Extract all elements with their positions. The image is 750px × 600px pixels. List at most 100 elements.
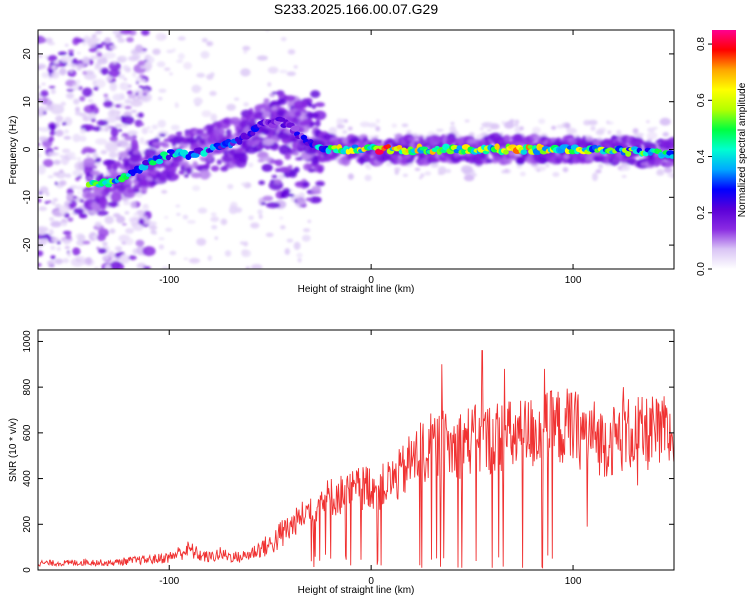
heatmap-cell (177, 36, 186, 41)
heatmap-cell (38, 98, 41, 102)
heatmap-cell (303, 228, 311, 233)
heatmap-cell (141, 30, 150, 36)
heatmap-cell (42, 159, 54, 168)
heatmap-cell (437, 166, 447, 175)
heatmap-cell (480, 153, 487, 160)
heatmap-cell (420, 173, 425, 178)
heatmap-cell (122, 124, 128, 128)
heatmap-cell (280, 191, 289, 199)
heatmap-cell (85, 257, 93, 265)
heatmap-cell (303, 163, 313, 171)
heatmap-cell (311, 185, 322, 193)
heatmap-cell (96, 52, 103, 57)
heatmap-cell (39, 37, 47, 44)
heatmap-cell (71, 58, 78, 65)
heatmap-cell (126, 37, 134, 43)
heatmap-cell (124, 211, 130, 215)
y-tick-label: -10 (22, 190, 33, 205)
heatmap-cell (42, 141, 52, 148)
heatmap-cell (375, 126, 381, 132)
heatmap-cell (104, 264, 112, 269)
heatmap-cell (129, 154, 142, 163)
heatmap-cell (76, 256, 85, 260)
heatmap-cell (64, 201, 70, 207)
heatmap-cell (64, 43, 69, 47)
heatmap-cell (283, 172, 292, 178)
colorbar-tick-label: 0.8 (696, 37, 707, 51)
heatmap-cell (293, 241, 301, 250)
heatmap-cell (53, 159, 61, 165)
heatmap-cell (41, 97, 48, 105)
heatmap-cell (68, 52, 74, 57)
heatmap-cell (562, 167, 569, 173)
heatmap-cell (504, 168, 509, 173)
heatmap-cell (114, 104, 122, 108)
heatmap-cell (95, 138, 108, 145)
heatmap-cell (107, 201, 119, 208)
heatmap-cell (82, 87, 93, 97)
heatmap-cell (316, 164, 324, 174)
heatmap-cell (638, 139, 645, 145)
heatmap-cell (375, 118, 380, 124)
heatmap-cell (97, 248, 107, 254)
heatmap-cell (616, 129, 622, 137)
heatmap-cell (183, 61, 193, 70)
heatmap-cell (157, 119, 166, 128)
heatmap-cell (233, 97, 240, 101)
heatmap-cell (190, 172, 202, 179)
heatmap-cell (87, 99, 94, 102)
heatmap-cell (293, 100, 307, 109)
heatmap-cell (284, 248, 290, 255)
heatmap-cell (196, 72, 206, 78)
heatmap-cell (59, 169, 64, 174)
heatmap-cell (187, 220, 196, 224)
heatmap-cell (192, 185, 201, 192)
heatmap-cell (175, 204, 181, 208)
colorbar-gradient (712, 30, 736, 269)
y-tick-label: -20 (22, 237, 33, 252)
heatmap-cell (305, 197, 313, 202)
heatmap-cell (186, 136, 196, 144)
heatmap-cell (328, 127, 337, 134)
heatmap-cell (76, 51, 82, 55)
heatmap-cell (93, 165, 98, 169)
heatmap-cell (302, 181, 310, 188)
heatmap-cell (214, 236, 218, 240)
heatmap-cell (216, 159, 222, 165)
heatmap-cell (68, 87, 72, 90)
heatmap-cell (107, 109, 120, 119)
heatmap-cell (538, 118, 546, 124)
heatmap-cell (85, 124, 95, 131)
heatmap-cell (76, 38, 85, 43)
heatmap-cell (621, 167, 625, 171)
heatmap-cell (296, 252, 303, 258)
snr-line-layer (38, 350, 674, 569)
heatmap-cell (527, 144, 534, 149)
heatmap-cell (190, 152, 200, 158)
heatmap-cell (315, 180, 325, 187)
heatmap-cell (600, 127, 606, 131)
heatmap-cell (115, 116, 122, 121)
heatmap-cell (62, 258, 69, 264)
heatmap-cell (148, 221, 158, 226)
heatmap-cell (100, 67, 109, 76)
heatmap-cell (669, 154, 674, 159)
heatmap-cell (305, 112, 320, 119)
heatmap-cell (256, 55, 268, 61)
x-tick-label: 0 (368, 576, 374, 587)
heatmap-cell (598, 163, 604, 170)
heatmap-cell (87, 187, 95, 191)
snr-series-line (38, 350, 674, 569)
colorbar-tick-label: 0.0 (696, 262, 707, 276)
heatmap-cell (48, 68, 54, 74)
heatmap-cell (60, 101, 66, 106)
heatmap-cell (47, 151, 58, 157)
heatmap-cell (309, 196, 322, 204)
heatmap-cell (563, 154, 571, 160)
heatmap-cell (394, 169, 399, 175)
heatmap-cell (267, 66, 279, 74)
heatmap-cell (646, 138, 653, 142)
heatmap-cell (165, 154, 171, 161)
heatmap-cell (424, 171, 432, 176)
